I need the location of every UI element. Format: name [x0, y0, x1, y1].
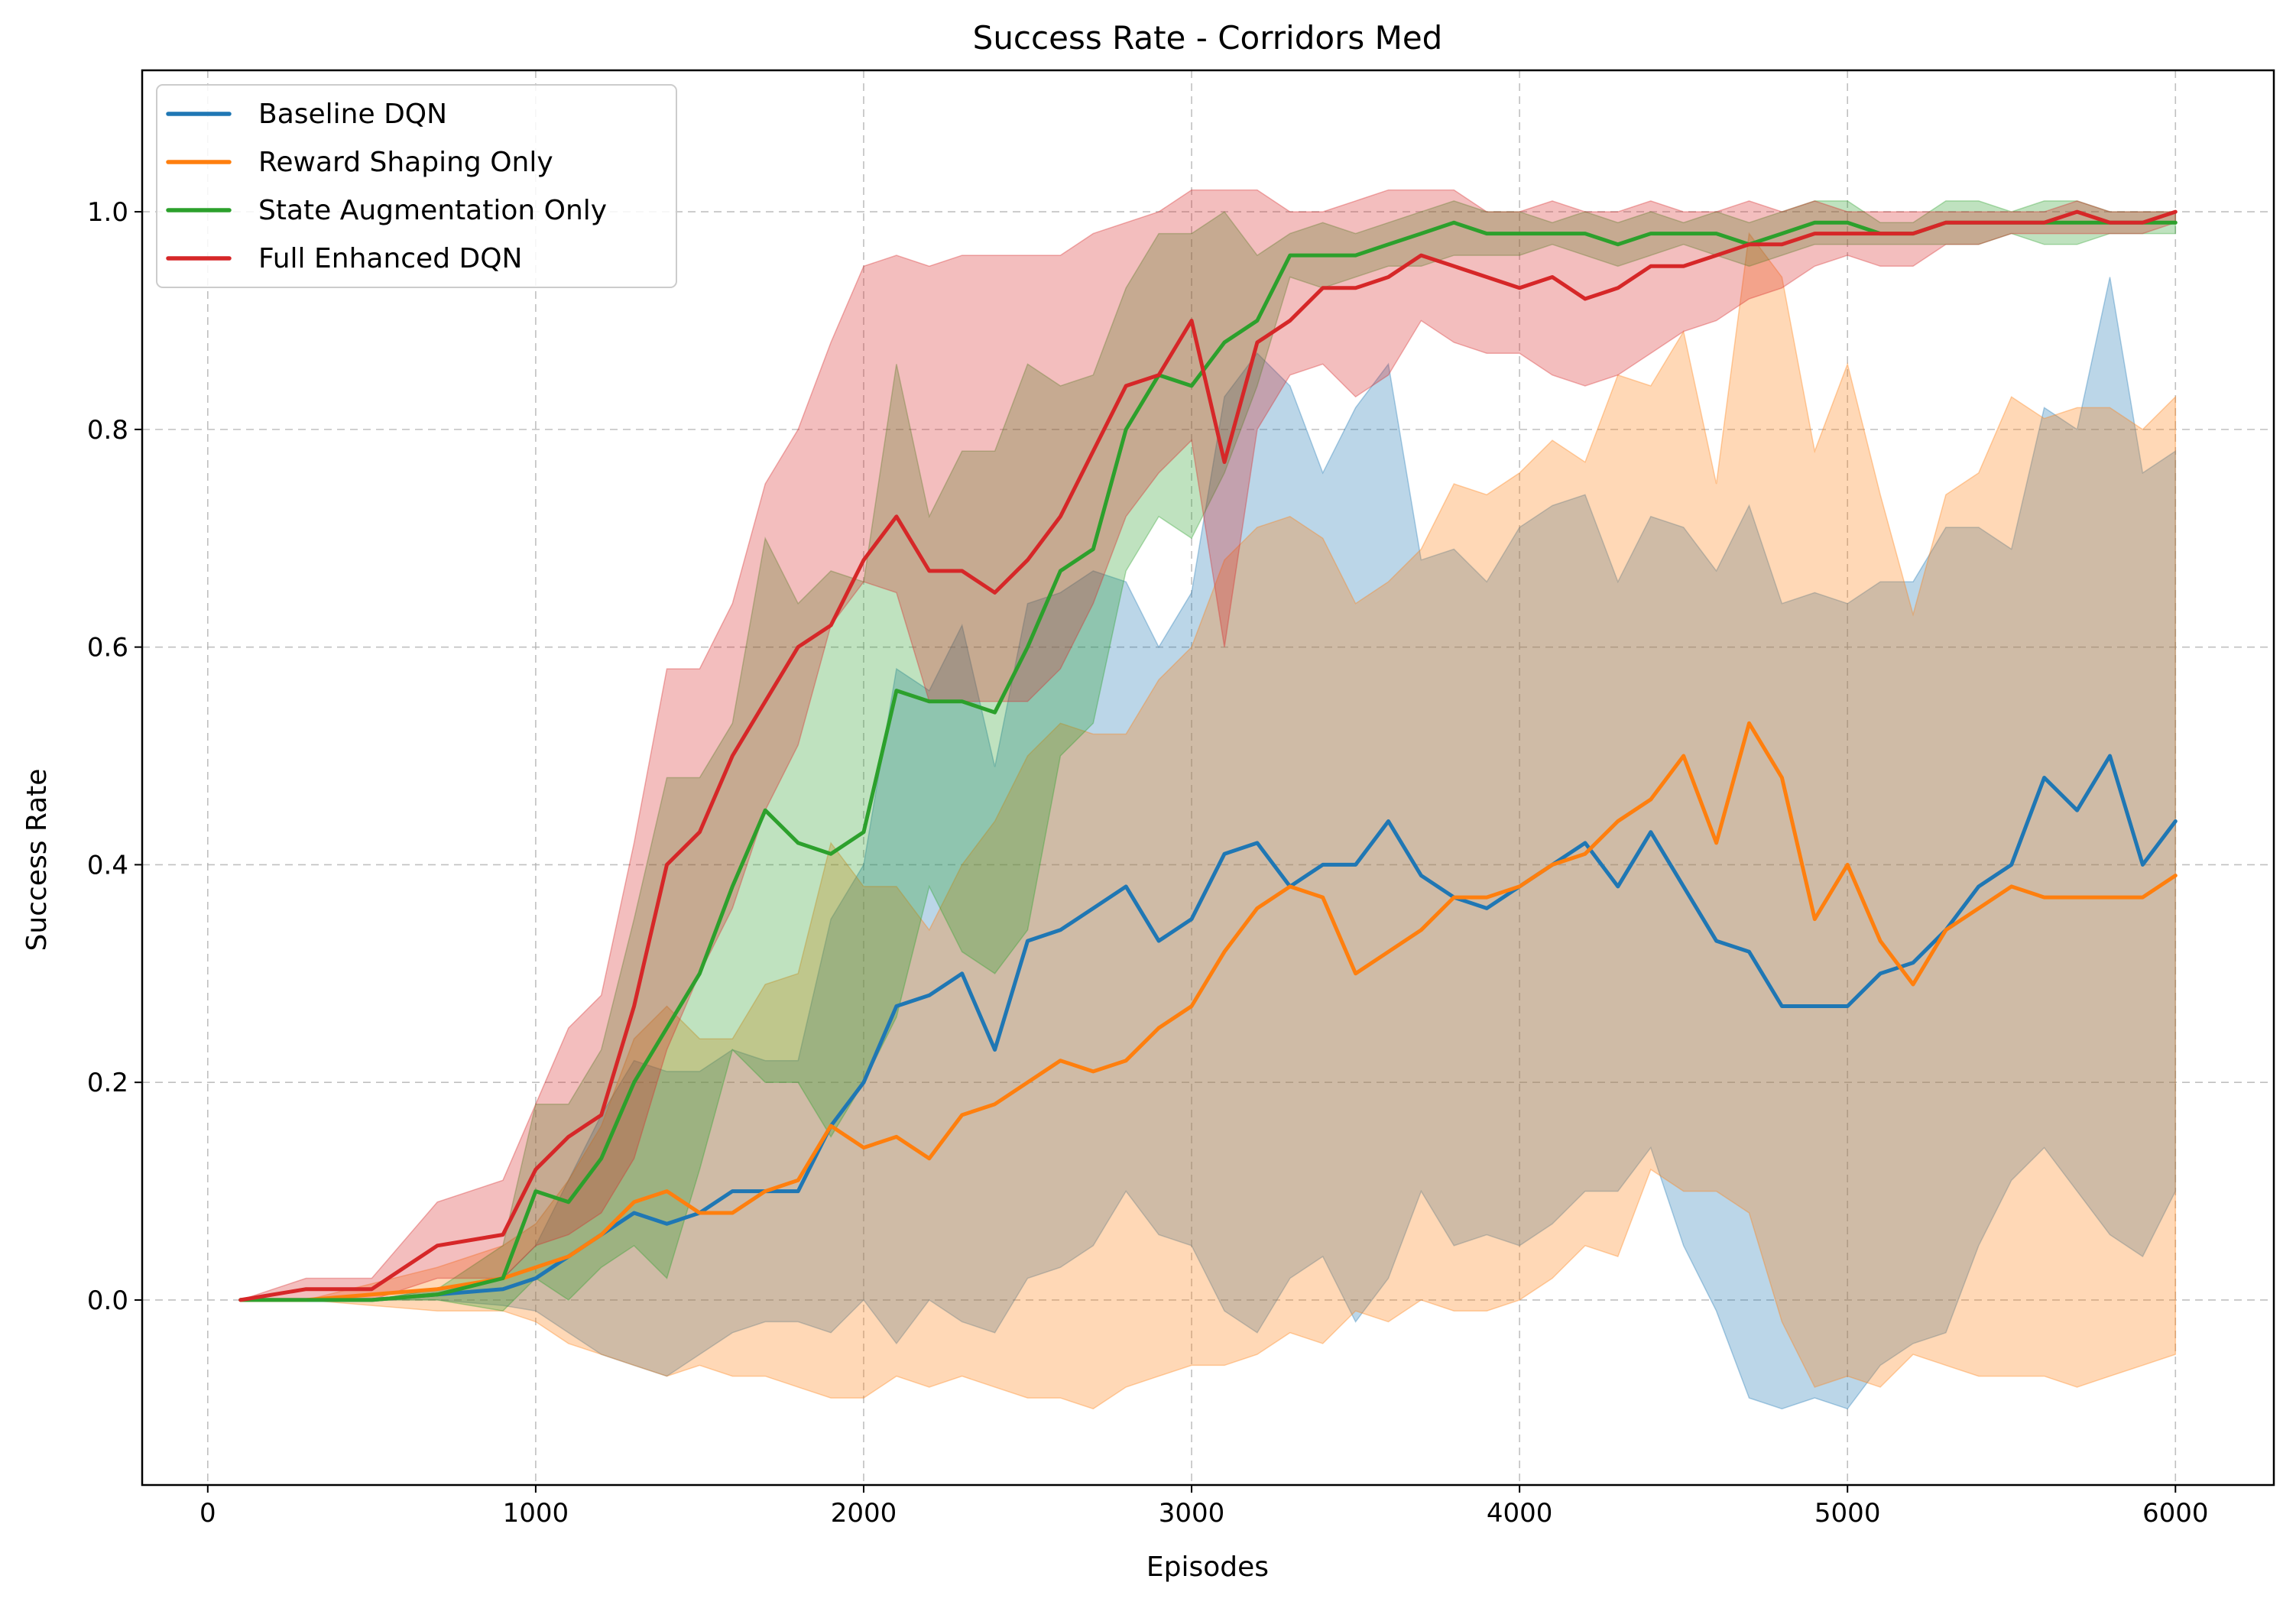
- x-tick-label: 0: [199, 1498, 216, 1529]
- y-tick-label: 1.0: [87, 197, 128, 228]
- series-lines: [238, 209, 2178, 1302]
- legend: Baseline DQN Reward Shaping Only State Aug…: [156, 84, 677, 288]
- y-tick-label: 0.4: [87, 850, 128, 880]
- x-tick-label: 6000: [2142, 1498, 2209, 1529]
- y-tick-label: 0.2: [87, 1068, 128, 1098]
- plot-frame: [141, 69, 2275, 1487]
- std-bands: [240, 189, 2177, 1410]
- x-tick-label: 3000: [1159, 1498, 1225, 1529]
- x-tick-label: 4000: [1487, 1498, 1553, 1529]
- chart-title: Success Rate - Corridors Med: [973, 19, 1443, 57]
- legend-label-3: State Augmentation Only: [258, 195, 607, 226]
- series-line-1: [238, 754, 2178, 1302]
- y-tick-label: 0.6: [87, 633, 128, 663]
- x-tick-label: 1000: [503, 1498, 569, 1529]
- series-line-2: [238, 721, 2178, 1302]
- legend-label-4: Full Enhanced DQN: [258, 243, 522, 274]
- x-axis-label: Episodes: [1146, 1552, 1269, 1583]
- x-axis-ticks: 0 1000 2000 3000 4000 5000 6000: [199, 1485, 2209, 1529]
- legend-label-2: Reward Shaping Only: [258, 147, 553, 178]
- legend-label-1: Baseline DQN: [258, 99, 447, 130]
- std-band-series-4: [240, 189, 2177, 1301]
- x-tick-label: 2000: [831, 1498, 897, 1529]
- series-line-4: [238, 209, 2178, 1302]
- y-axis-ticks: 0.0 0.2 0.4 0.6 0.8 1.0: [87, 197, 142, 1316]
- y-tick-label: 0.8: [87, 415, 128, 446]
- y-axis-label: Success Rate: [21, 769, 53, 952]
- legend-box: [156, 84, 677, 288]
- y-tick-label: 0.0: [87, 1286, 128, 1316]
- x-tick-label: 5000: [1814, 1498, 1881, 1529]
